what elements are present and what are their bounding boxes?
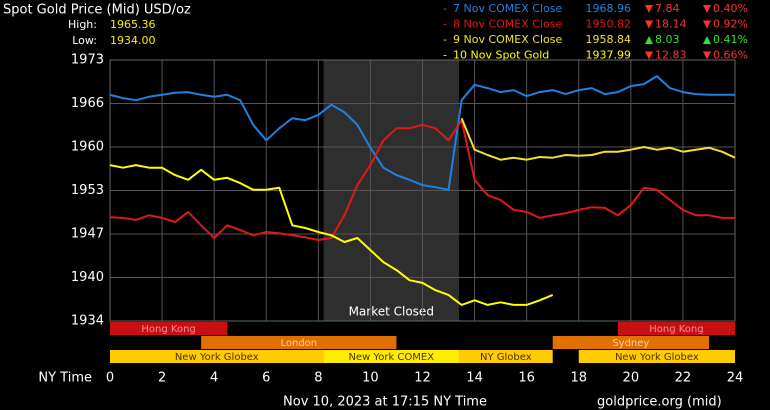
session-label: New York COMEX xyxy=(348,352,434,363)
high-label: High: xyxy=(68,18,97,31)
series-line xyxy=(109,75,735,191)
session-bar xyxy=(578,350,735,363)
x-tick-label: 6 xyxy=(262,371,270,386)
high-value: 1965.36 xyxy=(110,18,156,31)
change-arrow xyxy=(703,51,711,60)
x-tick-label: 2 xyxy=(158,371,166,386)
legend-name: 9 Nov COMEX Close xyxy=(453,33,562,46)
legend-close: 1958.84 xyxy=(586,33,632,46)
x-tick-label: 24 xyxy=(727,371,744,386)
legend-change-pct: 0.66% xyxy=(713,49,748,62)
change-arrow xyxy=(645,20,653,29)
legend-dash: - xyxy=(443,33,447,46)
legend-name: 7 Nov COMEX Close xyxy=(453,2,562,15)
legend-close: 1968.96 xyxy=(586,2,632,15)
session-label: NY Globex xyxy=(480,352,532,363)
legend-change: 18.14 xyxy=(655,18,687,31)
x-tick-label: 0 xyxy=(106,371,114,386)
x-axis-label: NY Time xyxy=(38,371,92,386)
session-bar xyxy=(458,350,553,363)
plot-border xyxy=(109,59,736,322)
y-tick-label: 1934 xyxy=(71,314,104,329)
low-label: Low: xyxy=(72,34,97,47)
chart-title: Spot Gold Price (Mid) USD/oz xyxy=(3,3,191,18)
x-tick-label: 20 xyxy=(623,371,640,386)
y-tick-label: 1947 xyxy=(71,227,104,242)
change-arrow xyxy=(645,51,653,60)
legend-change-pct: 0.41% xyxy=(713,33,748,46)
legend-change: 8.03 xyxy=(655,33,680,46)
session-bar xyxy=(110,350,324,363)
x-tick-label: 10 xyxy=(362,371,379,386)
change-arrow xyxy=(645,36,653,44)
session-label: London xyxy=(280,338,317,349)
x-tick-label: 12 xyxy=(414,371,431,386)
series-line xyxy=(460,117,736,161)
y-tick-label: 1953 xyxy=(71,183,104,198)
legend-dash: - xyxy=(443,2,447,15)
x-tick-label: 14 xyxy=(466,371,483,386)
legend-change-pct: 0.92% xyxy=(713,18,748,31)
legend-close: 1937.99 xyxy=(586,49,632,62)
session-label: New York Globex xyxy=(615,352,699,363)
legend-name: 10 Nov Spot Gold xyxy=(453,49,549,62)
source: goldprice.org (mid) xyxy=(597,395,722,410)
session-label: Hong Kong xyxy=(649,324,703,335)
legend-dash: - xyxy=(443,18,447,31)
legend-change-pct: 0.40% xyxy=(713,2,748,15)
change-arrow xyxy=(703,36,711,44)
low-value: 1934.00 xyxy=(110,34,156,47)
legend-close: 1950.82 xyxy=(586,18,632,31)
x-tick-label: 18 xyxy=(570,371,587,386)
series-line xyxy=(109,164,554,306)
x-tick-label: 4 xyxy=(210,371,218,386)
x-tick-label: 22 xyxy=(675,371,692,386)
x-tick-label: 16 xyxy=(518,371,535,386)
session-bar xyxy=(201,336,397,349)
session-label: Hong Kong xyxy=(141,324,195,335)
y-tick-label: 1960 xyxy=(71,140,104,155)
change-arrow xyxy=(645,5,653,13)
session-label: Sydney xyxy=(612,338,649,349)
footer: Nov 10, 2023 at 17:15 NY Time xyxy=(283,395,487,410)
legend-change: 12.83 xyxy=(655,49,687,62)
legend-name: 8 Nov COMEX Close xyxy=(453,18,562,31)
change-arrow xyxy=(703,5,711,13)
legend-change: 7.84 xyxy=(655,2,680,15)
series-line xyxy=(109,119,735,241)
session-label: New York Globex xyxy=(175,352,259,363)
x-tick-label: 8 xyxy=(314,371,322,386)
session-bar xyxy=(323,350,459,363)
y-tick-label: 1940 xyxy=(71,270,104,285)
legend-dash: - xyxy=(443,49,447,62)
session-bar xyxy=(110,322,228,335)
session-bar xyxy=(617,322,735,335)
change-arrow xyxy=(703,20,711,29)
y-tick-label: 1973 xyxy=(71,53,104,68)
y-tick-label: 1966 xyxy=(71,96,104,111)
session-bar xyxy=(552,336,709,349)
market-closed-label: Market Closed xyxy=(349,305,434,319)
